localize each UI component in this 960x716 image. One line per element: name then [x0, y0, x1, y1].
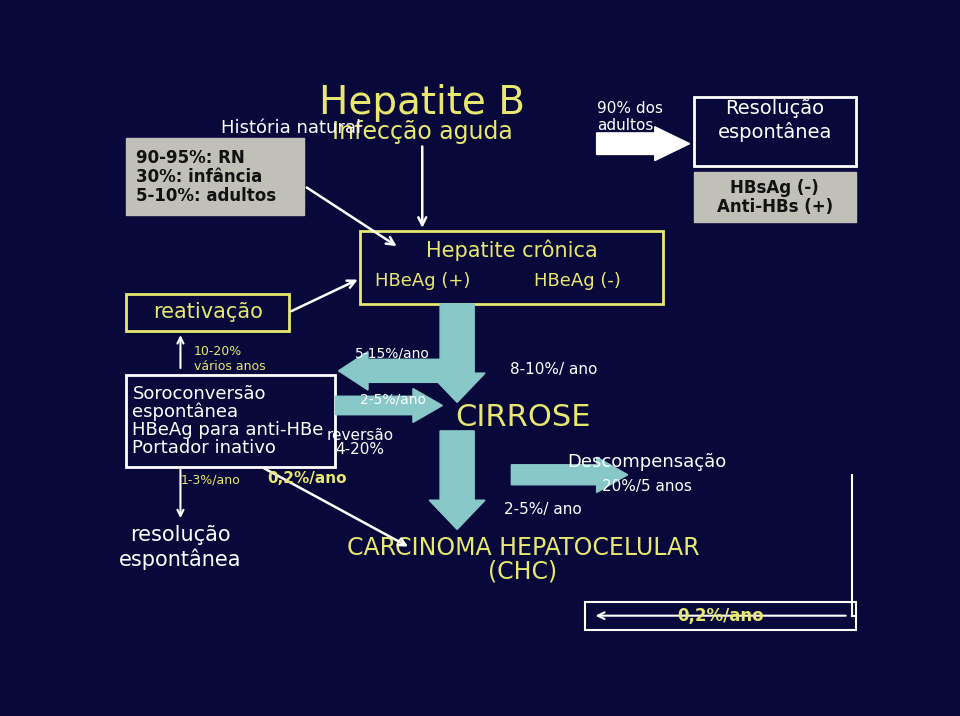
Bar — [126, 374, 335, 467]
Text: 20%/5 anos: 20%/5 anos — [602, 479, 692, 494]
Text: 10-20%
vários anos: 10-20% vários anos — [194, 345, 265, 373]
Text: 30%: infância: 30%: infância — [135, 168, 262, 185]
Text: Hepatite crônica: Hepatite crônica — [425, 239, 597, 261]
Text: HBeAg para anti-HBe: HBeAg para anti-HBe — [132, 421, 324, 439]
Text: CARCINOMA HEPATOCELULAR: CARCINOMA HEPATOCELULAR — [347, 536, 699, 560]
Text: Resolução
espontânea: Resolução espontânea — [718, 100, 832, 142]
Text: (CHC): (CHC) — [489, 559, 558, 583]
Text: HBeAg (-): HBeAg (-) — [534, 272, 621, 290]
Text: reversão: reversão — [326, 428, 394, 443]
Text: 5-15%/ano: 5-15%/ano — [355, 347, 430, 361]
Text: espontânea: espontânea — [132, 402, 238, 421]
Polygon shape — [596, 127, 689, 160]
Text: 0,2%/ano: 0,2%/ano — [267, 471, 347, 486]
Text: 5-10%: adultos: 5-10%: adultos — [135, 187, 276, 205]
Text: Descompensação: Descompensação — [567, 453, 727, 470]
Bar — [126, 294, 289, 331]
Text: Anti-HBs (+): Anti-HBs (+) — [717, 198, 833, 216]
Text: Soroconversão: Soroconversão — [132, 385, 266, 403]
Text: 2-5%/ ano: 2-5%/ ano — [503, 502, 581, 517]
Text: 2-5%/ano: 2-5%/ano — [360, 392, 426, 406]
Bar — [360, 231, 662, 304]
Polygon shape — [339, 352, 445, 390]
Bar — [693, 97, 856, 166]
Text: Infecção aguda: Infecção aguda — [332, 120, 513, 144]
Text: HBsAg (-): HBsAg (-) — [731, 179, 819, 198]
Text: resolução
espontânea: resolução espontânea — [119, 526, 242, 571]
Text: Hepatite B: Hepatite B — [320, 84, 525, 122]
Bar — [585, 602, 856, 629]
Text: 90-95%: RN: 90-95%: RN — [135, 148, 244, 167]
Text: 90% dos
adultos: 90% dos adultos — [596, 100, 662, 133]
Text: 8-10%/ ano: 8-10%/ ano — [511, 362, 598, 377]
Bar — [693, 172, 856, 222]
Text: 0,2%/ano: 0,2%/ano — [678, 606, 764, 624]
Text: História natural: História natural — [221, 120, 361, 137]
Text: reativação: reativação — [153, 302, 262, 322]
Bar — [126, 138, 304, 216]
Polygon shape — [335, 389, 443, 422]
Text: 4-20%: 4-20% — [336, 442, 385, 457]
Text: CIRROSE: CIRROSE — [455, 402, 590, 432]
Polygon shape — [429, 304, 485, 402]
Polygon shape — [429, 431, 485, 529]
Text: 1-3%/ano: 1-3%/ano — [180, 474, 240, 487]
Text: Portador inativo: Portador inativo — [132, 439, 276, 457]
Polygon shape — [512, 457, 628, 493]
Text: HBeAg (+): HBeAg (+) — [374, 272, 470, 290]
